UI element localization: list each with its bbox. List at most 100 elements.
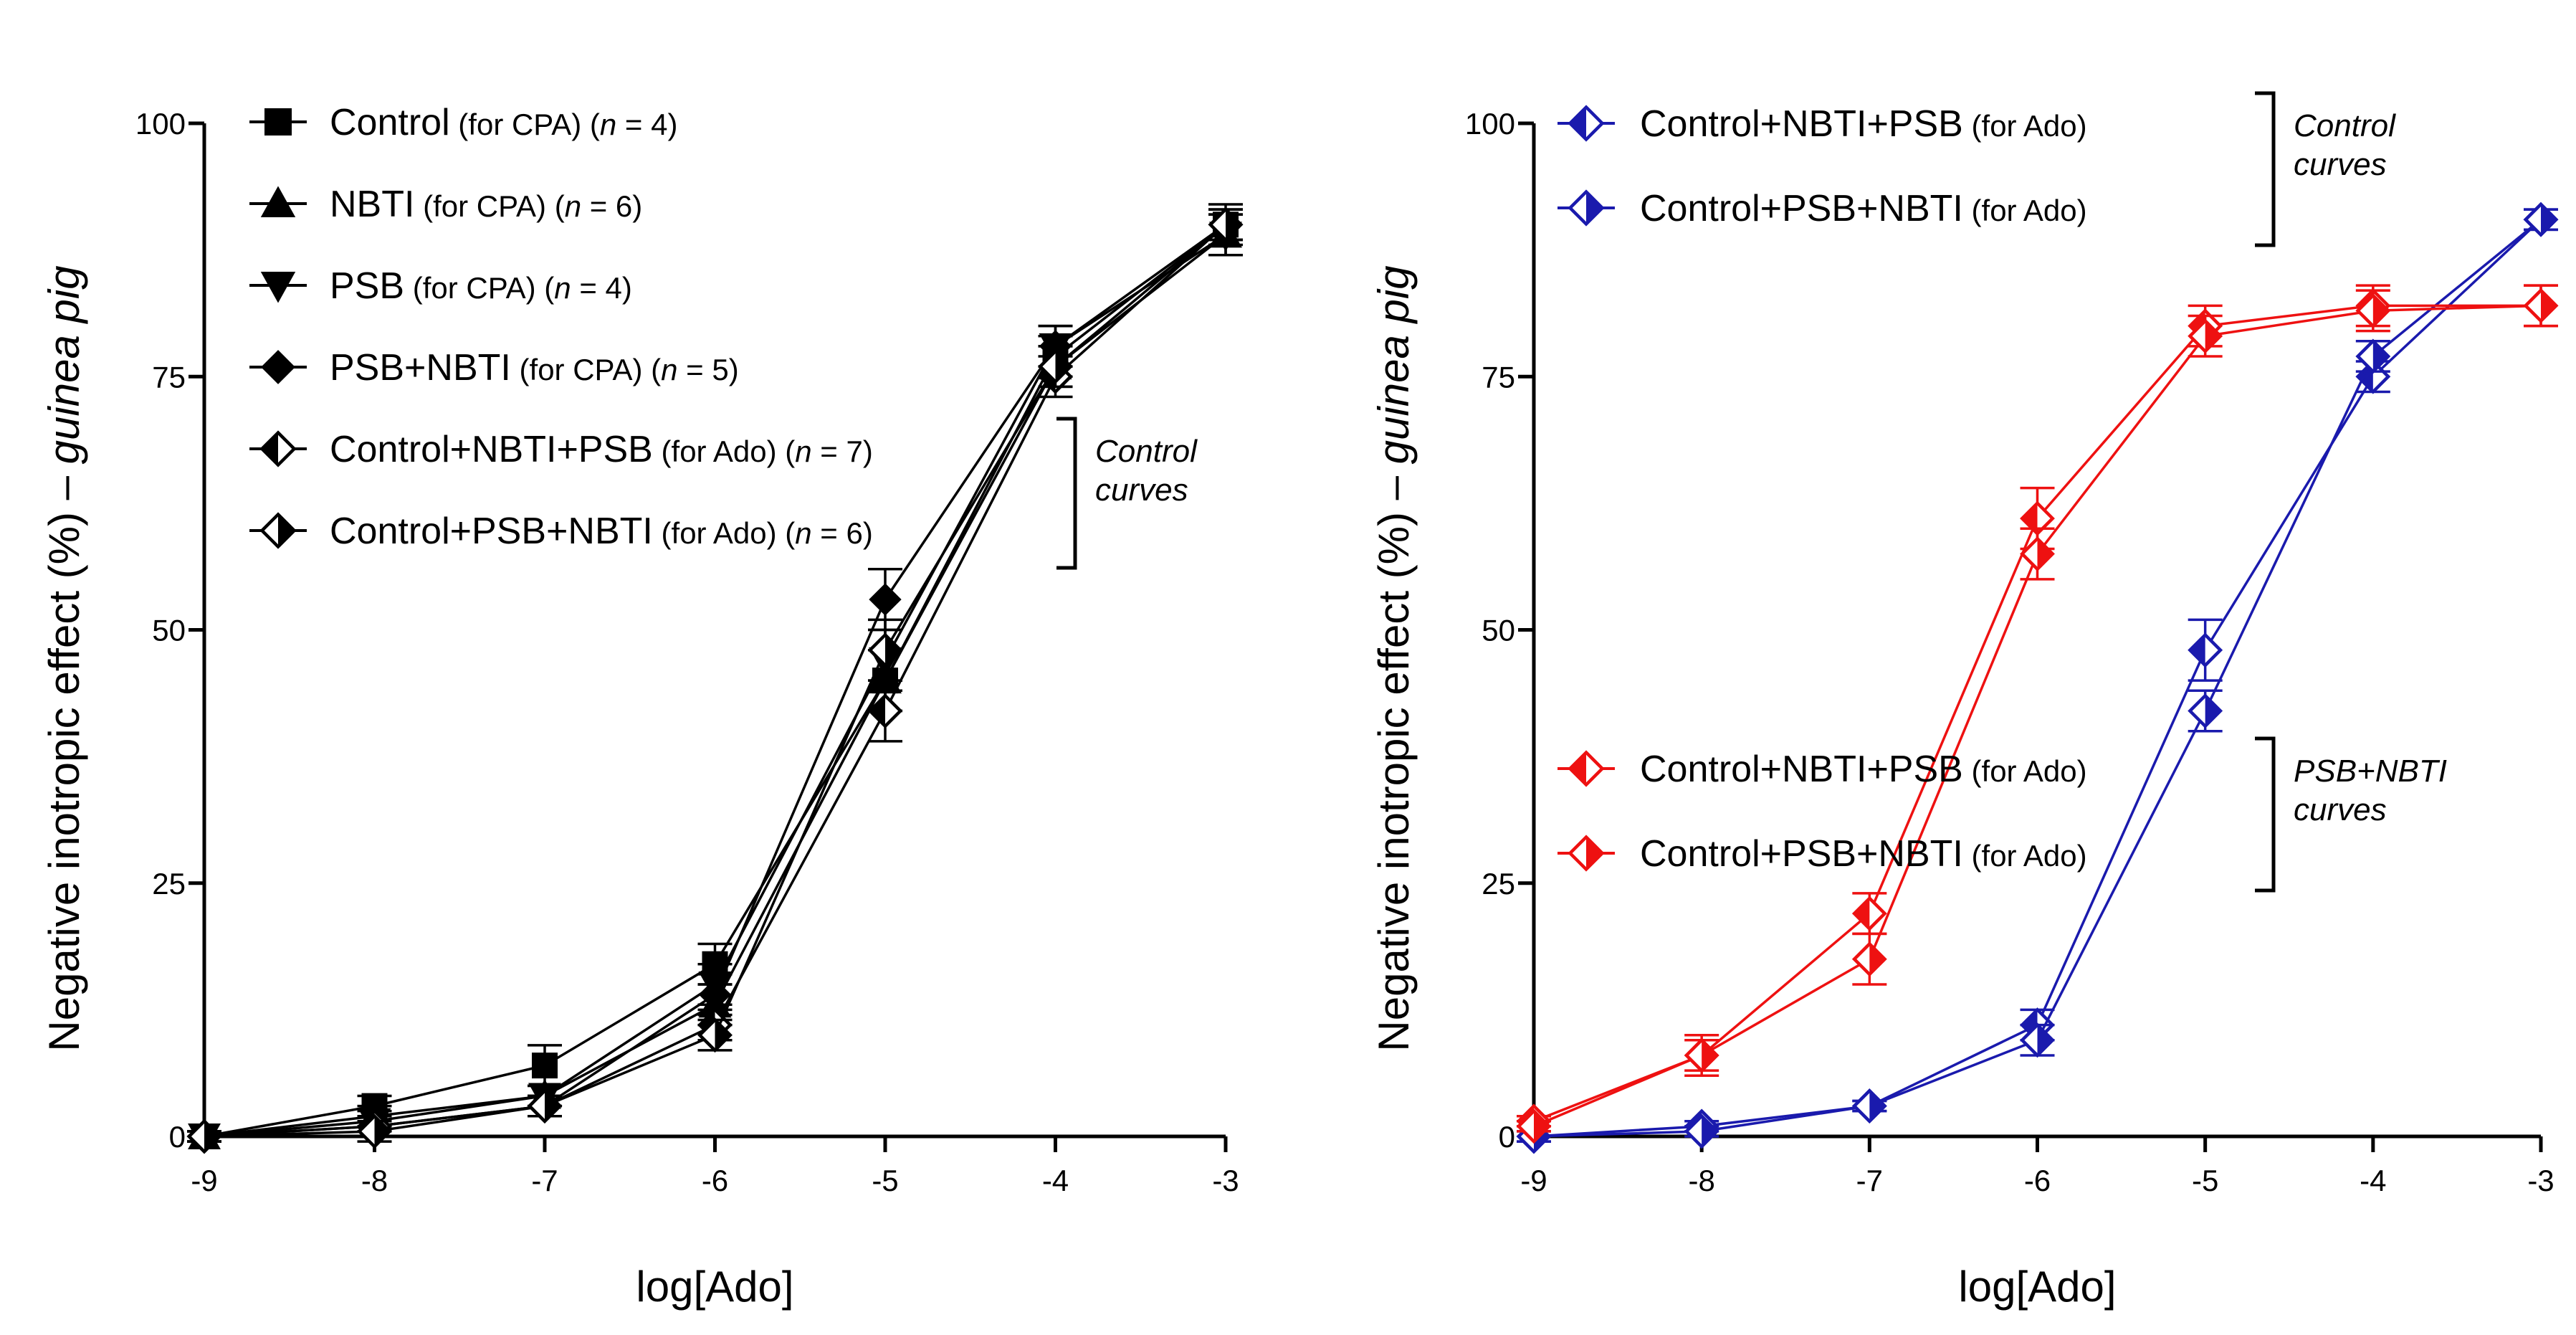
bracket-line <box>1056 417 1077 570</box>
bracket-line <box>2255 91 2276 247</box>
x-axis-title: log[Ado] <box>636 1263 793 1311</box>
legend-label: PSB+NBTI (for CPA) (n = 5) <box>330 347 739 389</box>
x-tick-label: -5 <box>872 1164 898 1197</box>
legend-bracket: Control curves <box>2255 91 2396 247</box>
bracket-label: curves <box>1095 472 1188 508</box>
x-tick-label: -7 <box>1856 1164 1883 1197</box>
legend-label: Control+PSB+NBTI (for Ado) <box>1640 188 2087 229</box>
legend-label: Control+NBTI+PSB (for Ado) <box>1640 749 2087 790</box>
x-tick-label: -9 <box>191 1164 217 1197</box>
data-point <box>867 632 903 668</box>
chart-panel-left: 0 25 50 75 100 -9 -8 -7 -6 -5 -4 -3 log[Ado] Negative… <box>40 102 1244 1311</box>
x-tick-label: -3 <box>2527 1164 2554 1197</box>
legend-marker <box>260 186 296 217</box>
legend-label: Control+PSB+NBTI (for Ado) <box>1640 833 2087 875</box>
legend-marker <box>1568 105 1605 142</box>
y-tick-label: 25 <box>1482 867 1515 901</box>
legend-marker <box>259 512 297 549</box>
data-point <box>2355 338 2391 374</box>
x-tick-label: -9 <box>1520 1164 1547 1197</box>
y-tick-label: 75 <box>152 360 186 394</box>
y-tick-label: 0 <box>1499 1120 1515 1154</box>
y-axis-title: Negative inotropic effect (%) – guinea p… <box>40 265 88 1051</box>
series-line <box>1533 218 2542 1138</box>
legend-entry: Control+NBTI+PSB (for Ado) <box>1557 103 2087 145</box>
data-point <box>2020 500 2055 536</box>
data-point <box>1851 1088 1887 1124</box>
y-tick-label: 75 <box>1482 360 1515 394</box>
legend-marker <box>1568 750 1605 787</box>
legend-entry: Control (for CPA) (n = 4) <box>249 102 677 143</box>
y-axis-title: Negative inotropic effect (%) – guinea p… <box>1370 265 1418 1051</box>
data-point <box>1038 348 1073 384</box>
bracket-label: Control <box>1095 434 1198 469</box>
series-line <box>1533 304 2541 1123</box>
legend-entry: Control+PSB+NBTI (for Ado) (n = 6) <box>249 510 873 552</box>
legend-marker <box>264 108 292 136</box>
legend-label: Control+PSB+NBTI (for Ado) (n = 6) <box>330 510 873 552</box>
series-line <box>1533 304 2542 1128</box>
legend-entry: Control+PSB+NBTI (for Ado) <box>1557 188 2087 229</box>
bracket-label: PSB+NBTI <box>2294 754 2447 789</box>
x-tick-label: -4 <box>1042 1164 1069 1197</box>
x-axis-title: log[Ado] <box>1958 1263 2116 1311</box>
data-point <box>2020 1022 2055 1058</box>
bracket-line <box>2255 736 2276 893</box>
chart-panel-right: 0 25 50 75 100 -9 -8 -7 -6 -5 -4 -3 log[Ado] Negative… <box>1370 91 2559 1311</box>
series-control-psb-nbti <box>1516 284 2559 1144</box>
data-point <box>2523 201 2559 237</box>
x-tick-label: -6 <box>702 1164 728 1197</box>
data-point <box>1851 895 1887 931</box>
legend-label: Control+NBTI+PSB (for Ado) (n = 7) <box>330 429 873 470</box>
legend-marker <box>260 272 296 303</box>
data-point <box>357 1113 392 1149</box>
y-tick-label: 100 <box>1465 107 1515 141</box>
legend-entry: PSB (for CPA) (n = 4) <box>249 265 632 307</box>
data-point <box>532 1053 558 1079</box>
legend-label: Control (for CPA) (n = 4) <box>330 102 677 143</box>
legend-label: Control+NBTI+PSB (for Ado) <box>1640 103 2087 145</box>
legend-marker <box>1568 835 1605 872</box>
y-tick-label: 50 <box>152 614 186 647</box>
data-point <box>869 583 902 616</box>
data-point <box>2188 693 2223 728</box>
y-tick-label: 100 <box>135 107 186 141</box>
legend-marker <box>1568 189 1605 227</box>
legend-label: PSB (for CPA) (n = 4) <box>330 265 632 307</box>
legend-label: NBTI (for CPA) (n = 6) <box>330 184 642 225</box>
bracket-label: curves <box>2294 792 2387 827</box>
legend-entry: NBTI (for CPA) (n = 6) <box>249 184 642 225</box>
y-tick-label: 50 <box>1482 614 1515 647</box>
data-point <box>527 1088 563 1124</box>
series-line <box>1533 218 2542 1138</box>
x-tick-label: -3 <box>1212 1164 1239 1197</box>
bracket-label: Control <box>2294 108 2396 143</box>
data-point <box>2020 536 2055 571</box>
legend-entry: PSB+NBTI (for CPA) (n = 5) <box>249 347 739 389</box>
legend-marker <box>261 350 295 384</box>
y-tick-label: 0 <box>169 1120 186 1154</box>
y-tick-label: 25 <box>152 867 186 901</box>
x-tick-label: -8 <box>361 1164 388 1197</box>
legend-marker <box>259 430 297 467</box>
data-point <box>1208 206 1244 242</box>
data-point <box>1516 1108 1552 1144</box>
x-tick-label: -7 <box>531 1164 558 1197</box>
data-point <box>2355 293 2391 328</box>
legend-entry: Control+PSB+NBTI (for Ado) <box>1557 833 2087 875</box>
data-point <box>1851 941 1887 977</box>
series-control-psb-nbti <box>1516 201 2559 1154</box>
data-point <box>697 1017 733 1053</box>
series-control-nbti-psb <box>1516 201 2559 1154</box>
data-point <box>186 1118 222 1154</box>
data-point <box>1684 1113 1719 1149</box>
data-point <box>867 693 903 728</box>
legend-entry: Control+NBTI+PSB (for Ado) (n = 7) <box>249 429 873 470</box>
bracket-label: curves <box>2294 147 2387 182</box>
series-control-psb-nbti <box>186 206 1244 1154</box>
x-tick-label: -4 <box>2360 1164 2386 1197</box>
x-tick-label: -8 <box>1688 1164 1714 1197</box>
